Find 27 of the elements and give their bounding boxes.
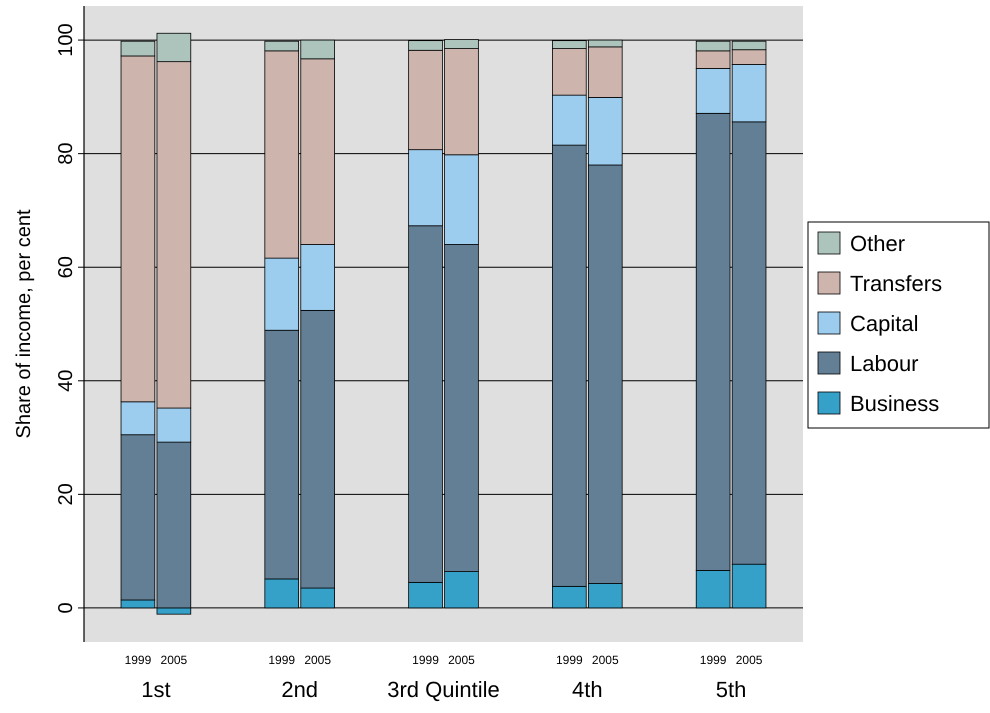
text: 1st: [141, 677, 171, 702]
x-tick-label: 1999: [700, 653, 727, 667]
text: 2nd: [281, 677, 318, 702]
x-tick-label: 2005: [592, 653, 619, 667]
legend-label: Business: [850, 391, 940, 416]
x-tick-label: 2005: [160, 653, 188, 667]
x-tick-label: 1999: [556, 653, 583, 667]
legend-label: Other: [850, 231, 906, 256]
x-tick-label: 1999: [412, 653, 440, 667]
y-tick-label: 40: [55, 370, 77, 392]
legend-label: Transfers: [850, 271, 942, 296]
y-tick-label: 60: [55, 256, 77, 278]
y-tick-label: 20: [55, 483, 77, 506]
y-tick-label: 100: [55, 23, 77, 57]
y-axis-title: Share of income, per cent: [13, 209, 35, 439]
text: 5th: [716, 677, 746, 702]
text: 3rd Quintile: [387, 677, 500, 702]
x-tick-label: 2005: [304, 653, 332, 667]
x-tick-label: 1999: [268, 653, 296, 667]
x-tick-label: 1999: [124, 653, 152, 667]
text: 4th: [572, 677, 603, 702]
y-tick-label: 0: [55, 602, 77, 614]
x-tick-label: 2005: [736, 653, 763, 667]
y-tick-label: 80: [55, 142, 77, 165]
legend-label: Labour: [850, 351, 919, 376]
x-tick-label: 2005: [448, 653, 476, 667]
legend-label: Capital: [850, 311, 918, 336]
